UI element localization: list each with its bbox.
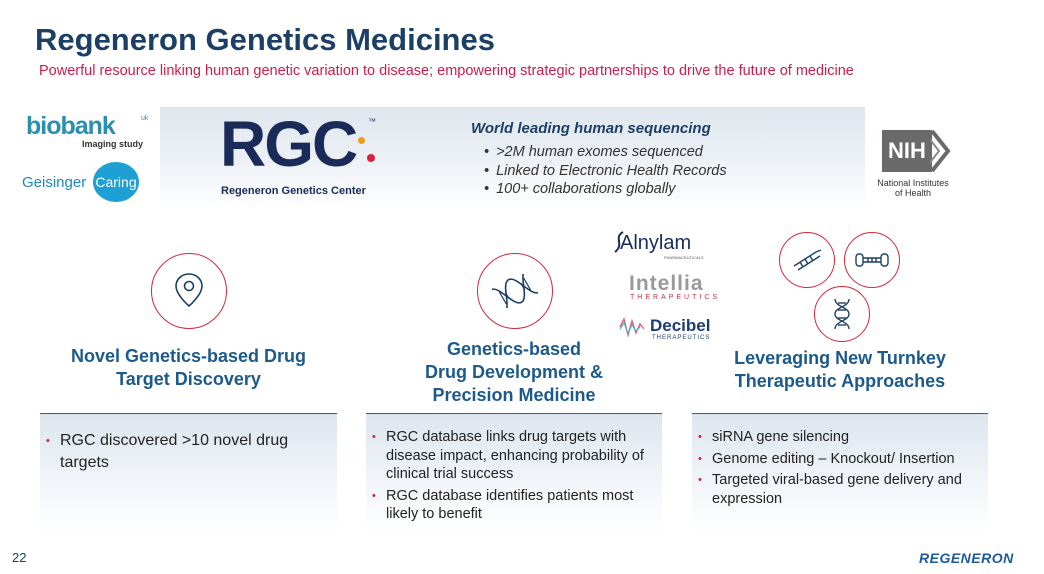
- genome-editing-icon: [855, 253, 889, 267]
- sirna-icon: [793, 249, 822, 271]
- column-title-line: Therapeutic Approaches: [734, 371, 946, 391]
- dna-icon: [834, 298, 850, 330]
- world-leading-heading: World leading human sequencing: [471, 120, 711, 137]
- column-title-line: Precision Medicine: [432, 385, 596, 405]
- nih-caption-line: of Health: [894, 188, 932, 198]
- nih-caption: National Institutes of Health: [873, 178, 953, 198]
- list-item: Targeted viral-based gene delivery and e…: [692, 471, 968, 508]
- regeneron-logo: REGENERON: [919, 550, 1014, 566]
- geisinger-caring-badge: Caring: [93, 162, 139, 202]
- column-title-turnkey-approaches: Leveraging New Turnkey Therapeutic Appro…: [692, 347, 988, 393]
- column-title-target-discovery: Novel Genetics-based Drug Target Discove…: [40, 345, 337, 391]
- column-title-line: Drug Development &: [424, 362, 604, 382]
- bullet-list: RGC database links drug targets with dis…: [366, 414, 662, 524]
- intellia-logo-subtitle: THERAPEUTICS: [630, 294, 721, 301]
- sirna-icon-circle: [779, 232, 835, 288]
- bullet-list: siRNA gene silencing Genome editing – Kn…: [692, 414, 988, 508]
- rgc-logo: RGC: [220, 108, 358, 180]
- nih-caption-line: National Institutes: [877, 178, 949, 188]
- list-item: siRNA gene silencing: [692, 428, 968, 447]
- geisinger-logo: Geisinger: [22, 174, 87, 191]
- page-number: 22: [12, 550, 27, 565]
- biobank-logo-superscript: uk: [141, 115, 149, 122]
- gene-delivery-icon-circle: [814, 286, 870, 342]
- nih-logo: NIH: [882, 130, 932, 172]
- decibel-wave-icon: [619, 316, 645, 338]
- column-panel-drug-development: RGC database links drug targets with dis…: [366, 413, 662, 534]
- list-item: Linked to Electronic Health Records: [484, 162, 727, 181]
- column-title-drug-development: Genetics-based Drug Development & Precis…: [366, 338, 662, 407]
- decibel-logo: Decibel: [650, 316, 711, 335]
- list-item: RGC database links drug targets with dis…: [366, 428, 656, 484]
- list-item: 100+ collaborations globally: [484, 180, 727, 199]
- rgc-logo-red-dot: [367, 154, 375, 162]
- slide-title: Regeneron Genetics Medicines: [35, 22, 495, 57]
- world-leading-list: >2M human exomes sequenced Linked to Ele…: [484, 143, 727, 199]
- column-panel-target-discovery: RGC discovered >10 novel drug targets: [40, 413, 337, 534]
- genome-editing-icon-circle: [844, 232, 900, 288]
- dna-icon: [492, 274, 538, 308]
- location-pin-icon-circle: [151, 253, 227, 329]
- alnylam-logo-subtitle: PHARMACEUTICALS: [664, 255, 704, 260]
- list-item: RGC database identifies patients most li…: [366, 487, 656, 524]
- rgc-logo-orange-dot: [358, 137, 365, 144]
- column-title-line: Novel Genetics-based Drug: [70, 346, 307, 366]
- column-title-line: Target Discovery: [116, 369, 261, 389]
- intellia-logo: Intellia: [629, 272, 704, 295]
- location-pin-icon: [175, 273, 203, 308]
- column-title-line: Leveraging New Turnkey: [734, 348, 946, 368]
- nih-chevron-icon: [930, 129, 951, 173]
- rgc-logo-caption: Regeneron Genetics Center: [221, 185, 366, 197]
- list-item: RGC discovered >10 novel drug targets: [40, 430, 337, 474]
- column-panel-turnkey-approaches: siRNA gene silencing Genome editing – Kn…: [692, 413, 988, 534]
- column-title-line: Genetics-based: [446, 339, 582, 359]
- alnylam-logo: Alnylam: [620, 232, 692, 254]
- slide-subtitle: Powerful resource linking human genetic …: [39, 63, 854, 79]
- biobank-logo: biobank: [26, 112, 116, 140]
- decibel-logo-subtitle: THERAPEUTICS: [652, 335, 711, 341]
- biobank-logo-subtitle: Imaging study: [82, 139, 144, 149]
- alnylam-helix-icon: [614, 231, 624, 253]
- list-item: >2M human exomes sequenced: [484, 143, 727, 162]
- dna-icon-circle: [477, 253, 553, 329]
- bullet-list: RGC discovered >10 novel drug targets: [40, 414, 337, 474]
- list-item: Genome editing – Knockout/ Insertion: [692, 450, 968, 469]
- rgc-trademark: ™: [368, 117, 376, 126]
